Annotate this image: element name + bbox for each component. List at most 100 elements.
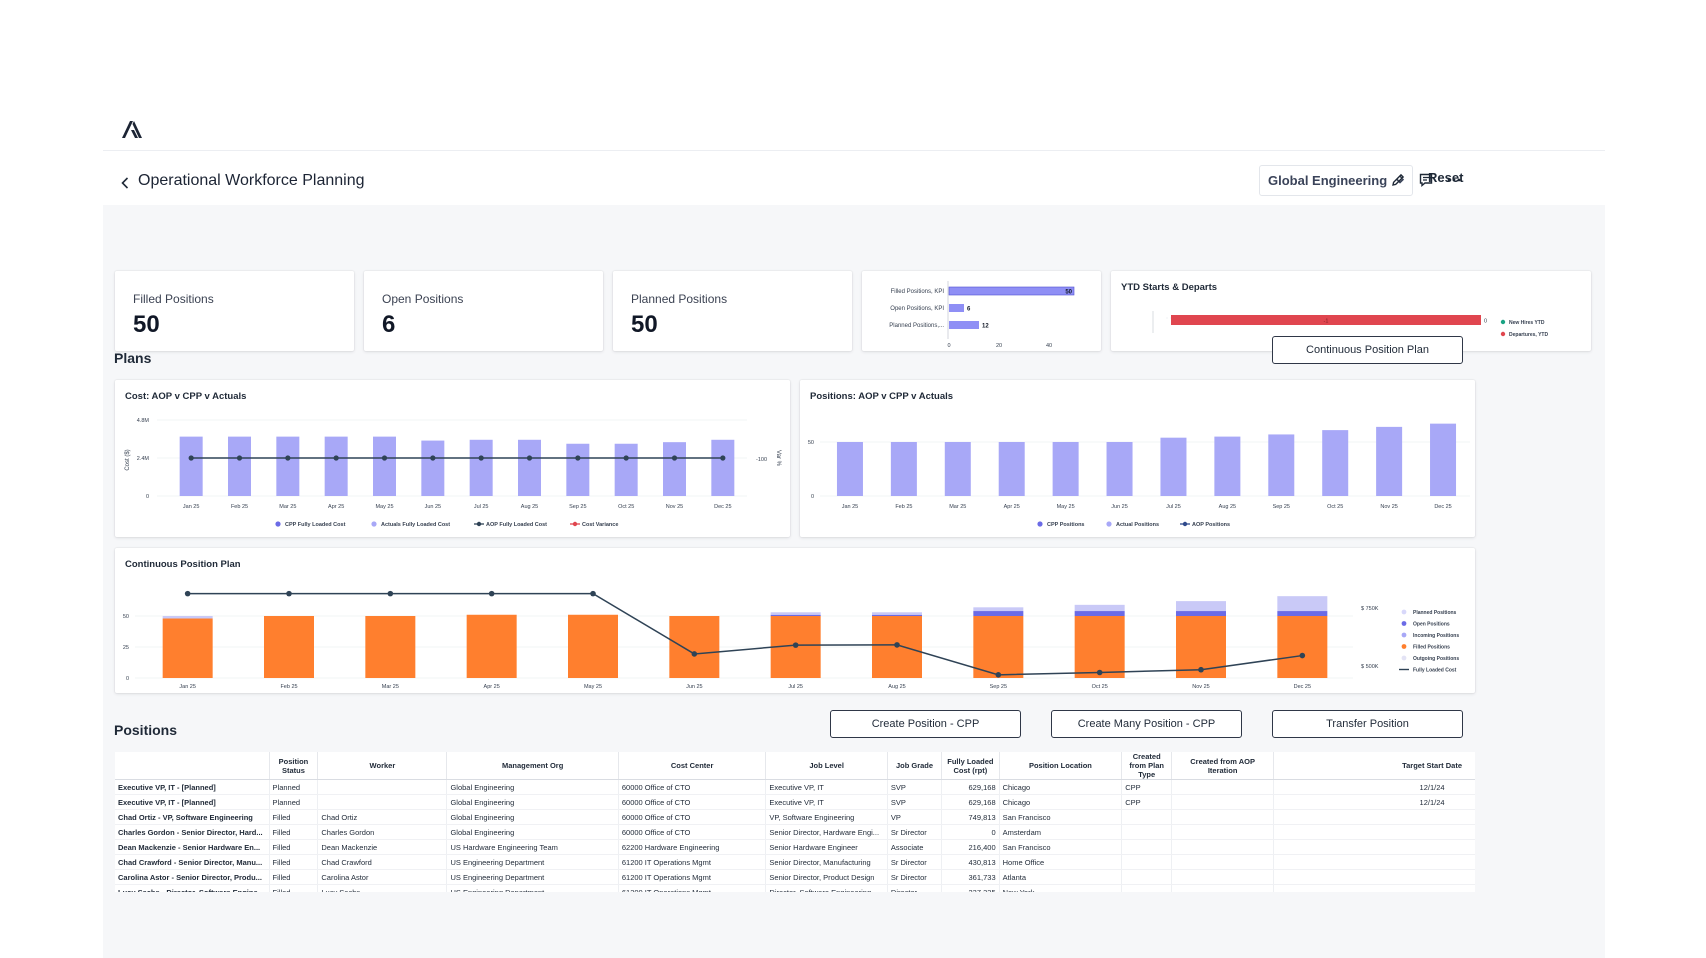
- table-row[interactable]: Chad Ortiz - VP, Software Engineering Fil…: [115, 809, 1475, 825]
- page-title: Operational Workforce Planning: [138, 172, 365, 189]
- table-cell: Charles Gordon - Senior Director, Hard..…: [115, 824, 270, 840]
- legend-dot: [1500, 331, 1506, 337]
- table-row[interactable]: Dean Mackenzie - Senior Hardware En... Fi…: [115, 839, 1475, 855]
- table-cell: US Engineering Department: [446, 869, 619, 885]
- legend-marker: [572, 521, 578, 527]
- column-header[interactable]: Management Org: [446, 752, 619, 780]
- ytd-chart: -1 0 New Hires YTD Departures, YTD: [1152, 311, 1548, 338]
- aop-cost-point: [188, 455, 194, 461]
- incoming-positions-bar: [770, 612, 821, 615]
- ytd-end-label: 0: [1484, 319, 1487, 325]
- column-header[interactable]: Fully Loaded Cost (rpt): [941, 752, 1000, 780]
- title-bar: Operational Workforce Planning Global En…: [103, 165, 1605, 201]
- back-button[interactable]: [117, 171, 133, 195]
- aop-cost-point: [720, 455, 726, 461]
- table-cell: Filled: [269, 884, 319, 892]
- table-row[interactable]: Executive VP, IT - [Planned] Planned Globa…: [115, 794, 1475, 810]
- column-header[interactable]: Position Status: [269, 752, 319, 780]
- kpi-bar-chart: Filled Positions, KPI Open Positions, KP…: [889, 281, 1075, 349]
- table-cell: Planned: [269, 794, 319, 810]
- y-tick-label: 50: [123, 614, 129, 620]
- table-row[interactable]: Chad Crawford - Senior Director, Manu...…: [115, 854, 1475, 870]
- x-tick-label: May 25: [1057, 504, 1075, 510]
- table-cell: Filled: [269, 854, 319, 870]
- legend-marker: [1037, 521, 1043, 527]
- x-tick-label: Feb 25: [231, 504, 248, 510]
- x-tick-label: Jul 25: [788, 684, 803, 690]
- column-header[interactable]: Position Location: [999, 752, 1123, 780]
- x-tick-label: Jun 25: [425, 504, 442, 510]
- comment-button[interactable]: [1416, 170, 1436, 190]
- cpp-position-bar: [890, 442, 917, 496]
- x-tick-label: Nov 25: [1192, 684, 1209, 690]
- table-cell: Sr Director: [887, 854, 943, 870]
- table-cell: 62200 Hardware Engineering: [618, 839, 767, 855]
- edit-button[interactable]: [1388, 170, 1408, 190]
- y-tick-label: 0: [146, 494, 149, 500]
- aop-cost-point: [526, 455, 533, 461]
- column-header[interactable]: Job Grade: [887, 752, 943, 780]
- org-select[interactable]: Global Engineering: [1259, 165, 1413, 196]
- x-tick-label: Mar 25: [382, 684, 399, 690]
- table-cell: CPP: [1121, 779, 1173, 795]
- cost-chart-title: Cost: AOP v CPP v Actuals: [125, 391, 247, 402]
- transfer-position-button[interactable]: Transfer Position: [1272, 710, 1463, 738]
- column-header[interactable]: Worker: [317, 752, 448, 780]
- column-header[interactable]: Job Level: [765, 752, 888, 780]
- table-cell: Chicago: [999, 779, 1123, 795]
- fully-loaded-cost-point: [1198, 666, 1204, 673]
- legend-label: Outgoing Positions: [1413, 656, 1459, 662]
- table-cell: 61200 IT Operations Mgmt: [618, 854, 767, 870]
- x-tick-label: Nov 25: [666, 504, 683, 510]
- aop-cost-point: [575, 455, 581, 461]
- chevron-left-icon: [121, 177, 129, 189]
- plans-title: Plans: [114, 350, 152, 366]
- table-cell: Executive VP, IT: [765, 794, 888, 810]
- kpi-label: Planned Positions: [631, 292, 728, 306]
- x-tick-label: Jul 25: [474, 504, 489, 510]
- column-header[interactable]: Cost Center: [618, 752, 767, 780]
- table-cell: Filled: [269, 824, 319, 840]
- table-cell: Executive VP, IT - [Planned]: [115, 779, 270, 795]
- column-header[interactable]: Created from AOP Iteration: [1171, 752, 1275, 780]
- table-cell: Senior Director, Manufacturing: [765, 854, 888, 870]
- cpp-chart: 0 25 50 $ 750K $ 500K Jan 25 Feb 25 Mar 25 Apr 2…: [123, 590, 1459, 690]
- column-header[interactable]: [115, 752, 270, 780]
- column-header[interactable]: Created from Plan Type: [1121, 752, 1173, 780]
- more-button[interactable]: [1444, 170, 1464, 190]
- filled-positions-bar: [973, 616, 1024, 678]
- cpp-position-bar: [1160, 437, 1187, 496]
- x-tick-label: Oct 25: [1092, 684, 1108, 690]
- incoming-positions-bar: [1277, 596, 1328, 612]
- open-positions-bar: [1277, 611, 1328, 616]
- kpi-bar-tick: 40: [1046, 343, 1052, 349]
- aop-cost-point: [236, 455, 243, 461]
- x-tick-label: Feb 25: [895, 504, 912, 510]
- x-tick-label: Jul 25: [1166, 504, 1181, 510]
- aop-cost-point: [671, 455, 678, 461]
- x-tick-label: Dec 25: [714, 504, 731, 510]
- create-position-button[interactable]: Create Position - CPP: [830, 710, 1021, 738]
- x-tick-label: Sep 25: [569, 504, 586, 510]
- x-tick-label: Jan 25: [183, 504, 200, 510]
- fully-loaded-cost-point: [488, 590, 495, 597]
- legend-label: Planned Positions: [1413, 610, 1457, 616]
- kpi-value: 6: [382, 311, 396, 338]
- table-cell: SVP: [887, 779, 943, 795]
- cpp-position-bar: [944, 442, 971, 496]
- table-cell: 361,733: [941, 869, 1000, 885]
- table-row[interactable]: Lucy Sachs - Director, Software Engine..…: [115, 884, 1475, 892]
- table-cell: Amsterdam: [999, 824, 1123, 840]
- table-cell: US Hardware Engineering Team: [446, 839, 619, 855]
- table-cell: [1171, 794, 1275, 810]
- continuous-position-plan-button[interactable]: Continuous Position Plan: [1272, 336, 1463, 364]
- table-cell: Dean Mackenzie - Senior Hardware En...: [115, 839, 270, 855]
- ytd-title: YTD Starts & Departs: [1121, 282, 1218, 293]
- table-cell: 60000 Office of CTO: [618, 809, 767, 825]
- create-many-position-button[interactable]: Create Many Position - CPP: [1051, 710, 1242, 738]
- table-row[interactable]: Charles Gordon - Senior Director, Hard..…: [115, 824, 1475, 840]
- kpi-value: 50: [133, 311, 160, 338]
- table-row[interactable]: Carolina Astor - Senior Director, Produ.…: [115, 869, 1475, 885]
- table-row[interactable]: Executive VP, IT - [Planned] Planned Globa…: [115, 779, 1475, 795]
- column-header[interactable]: Target Start Date: [1273, 752, 1475, 780]
